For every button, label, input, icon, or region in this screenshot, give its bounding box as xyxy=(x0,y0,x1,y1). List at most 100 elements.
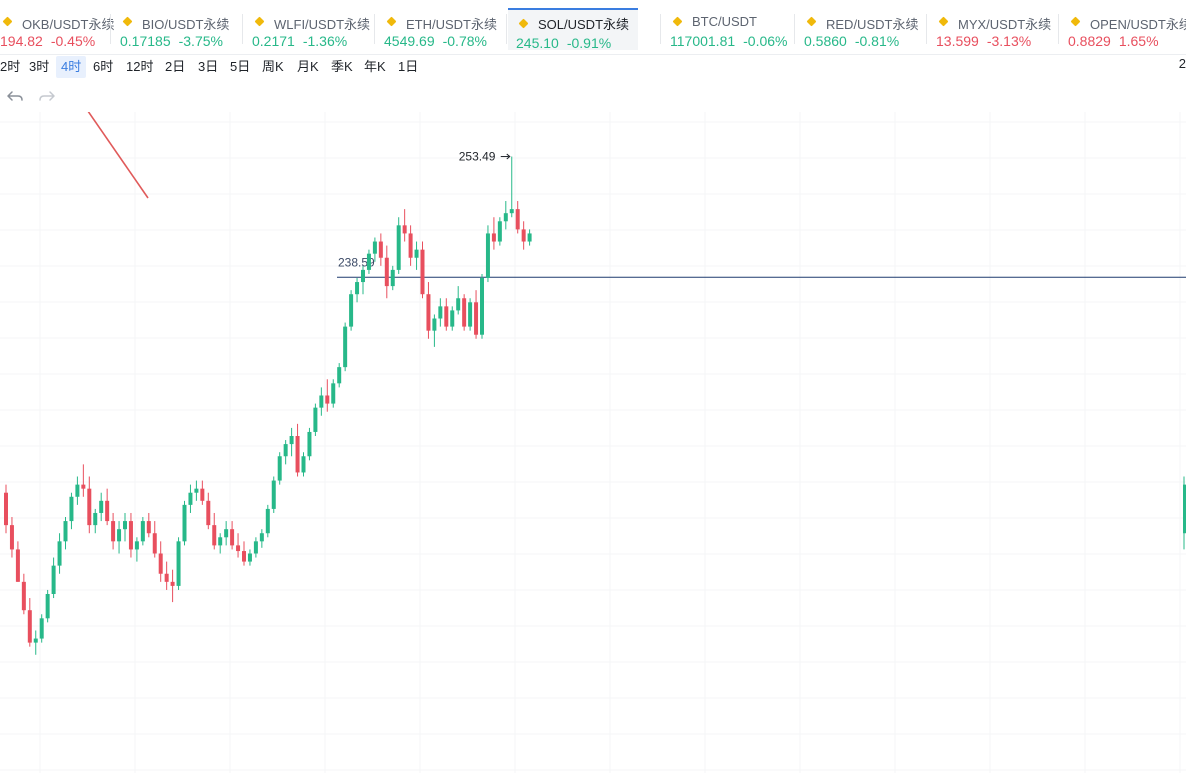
diamond-icon xyxy=(672,16,683,27)
candle-body xyxy=(343,326,348,368)
diamond-icon xyxy=(806,16,817,27)
candle-body xyxy=(402,225,407,234)
candle-body xyxy=(27,610,32,643)
ticker-price: 0.5860 xyxy=(804,33,847,49)
interval-tab[interactable]: 1日 xyxy=(398,59,419,74)
candle-body xyxy=(378,241,383,258)
interval-tab[interactable]: 4时 xyxy=(56,56,87,78)
candle-body xyxy=(123,521,127,530)
candle-body xyxy=(206,500,211,526)
candle-body xyxy=(63,521,68,542)
candle-body xyxy=(75,484,80,497)
ticker-tab[interactable]: BIO/USDT永续 0.17185 -3.75% xyxy=(112,8,242,50)
candle-body xyxy=(39,618,44,639)
candle-body xyxy=(390,269,395,287)
candle-body xyxy=(515,209,520,230)
candle-body xyxy=(230,529,235,546)
ticker-tab[interactable]: ETH/USDT永续 4549.69 -0.78% xyxy=(376,8,506,50)
candle-body xyxy=(242,551,246,562)
high-marker-arrowhead xyxy=(506,153,511,160)
ticker-tab[interactable]: MYX/USDT永续 13.599 -3.13% xyxy=(928,8,1058,50)
candle-body xyxy=(51,565,56,594)
candle-body xyxy=(331,383,336,404)
candle-body xyxy=(93,512,98,526)
ticker-tab[interactable]: OPEN/USDT永续 0.8829 1.65% xyxy=(1060,8,1186,50)
interval-tab[interactable]: 年K xyxy=(364,59,386,74)
candle-body xyxy=(283,444,288,457)
candle-body xyxy=(45,594,50,619)
ticker-tab[interactable]: WLFI/USDT永续 0.2171 -1.36% xyxy=(244,8,374,50)
high-price-marker: 253.49 xyxy=(459,150,496,164)
ticker-price-row: 0.2171 -1.36% xyxy=(252,33,347,49)
ticker-price: 0.17185 xyxy=(120,33,171,49)
ticker-price-row: 0.5860 -0.81% xyxy=(804,33,899,49)
candle-body xyxy=(87,488,92,526)
candle-body xyxy=(509,209,514,214)
ticker-tab[interactable]: BTC/USDT 117001.81 -0.06% xyxy=(662,8,792,50)
candle-body xyxy=(468,302,473,327)
redo-icon[interactable] xyxy=(37,86,59,108)
candle-body xyxy=(99,500,104,513)
interval-tab[interactable]: 12时 xyxy=(126,59,154,74)
ticker-change: -0.06% xyxy=(743,33,788,49)
ticker-divider xyxy=(926,14,927,44)
undo-icon[interactable] xyxy=(5,86,27,108)
ticker-name: MYX/USDT永续 xyxy=(958,17,1052,32)
ticker-change: -3.75% xyxy=(178,33,223,49)
candle-body xyxy=(289,436,294,445)
candle-body xyxy=(420,249,425,295)
diamond-icon xyxy=(2,16,13,27)
candle-body xyxy=(372,241,377,254)
interval-tab[interactable]: 周K xyxy=(262,59,284,74)
ticker-price: 194.82 xyxy=(0,33,43,49)
ticker-change: -0.78% xyxy=(442,33,487,49)
interval-tab[interactable]: 2日 xyxy=(165,59,186,74)
candle-body xyxy=(200,488,205,501)
interval-tab[interactable]: 2时 xyxy=(0,59,21,74)
candle-body xyxy=(134,541,139,550)
candlestick-chart[interactable]: 238.59 253.49 xyxy=(0,112,1186,773)
candle-body xyxy=(319,395,324,408)
interval-tab[interactable]: 季K xyxy=(331,59,353,74)
ticker-price-row: 13.599 -3.13% xyxy=(936,33,1031,49)
ticker-price-row: 4549.69 -0.78% xyxy=(384,33,487,49)
annotation-arrow xyxy=(87,112,149,199)
candle-body xyxy=(444,306,449,327)
ticker-price-row: 245.10 -0.91% xyxy=(516,35,611,51)
candle-body xyxy=(259,533,264,542)
ticker-tab[interactable]: SOL/USDT永续 245.10 -0.91% xyxy=(508,8,638,51)
right-edge-label: 2 xyxy=(1178,56,1186,71)
ticker-tab[interactable]: OKB/USDT永续 194.82 -0.45% xyxy=(0,8,122,50)
ticker-price: 4549.69 xyxy=(384,33,435,49)
interval-tab[interactable]: 6时 xyxy=(93,59,114,74)
interval-tab[interactable]: 3时 xyxy=(29,59,50,74)
ticker-divider xyxy=(374,14,375,44)
ticker-name: ETH/USDT永续 xyxy=(406,17,498,32)
ticker-name: WLFI/USDT永续 xyxy=(274,17,371,32)
candle-body xyxy=(236,545,241,552)
diamond-icon xyxy=(386,16,397,27)
candle-body xyxy=(426,294,431,331)
candle-body xyxy=(9,525,14,550)
candle-body xyxy=(15,549,20,582)
candle-body xyxy=(366,253,371,270)
interval-tab[interactable]: 3日 xyxy=(198,59,219,74)
level-line-label: 238.59 xyxy=(338,255,375,269)
candle-body xyxy=(224,529,229,538)
ticker-name: SOL/USDT永续 xyxy=(538,17,630,32)
candle-body xyxy=(414,249,419,258)
ticker-name: RED/USDT永续 xyxy=(826,17,919,32)
candle-body xyxy=(384,257,389,287)
interval-tab[interactable]: 5日 xyxy=(230,59,251,74)
candle-body xyxy=(456,298,461,311)
candle-body xyxy=(81,484,86,489)
ticker-change: -0.81% xyxy=(854,33,900,49)
candle-body xyxy=(497,221,502,242)
candle-body xyxy=(432,318,437,331)
ticker-divider xyxy=(1058,14,1059,44)
interval-tab[interactable]: 月K xyxy=(297,59,319,74)
candle-body xyxy=(140,521,145,542)
diamond-icon xyxy=(122,16,133,27)
ticker-tab[interactable]: RED/USDT永续 0.5860 -0.81% xyxy=(796,8,926,50)
candle-body xyxy=(462,298,467,327)
